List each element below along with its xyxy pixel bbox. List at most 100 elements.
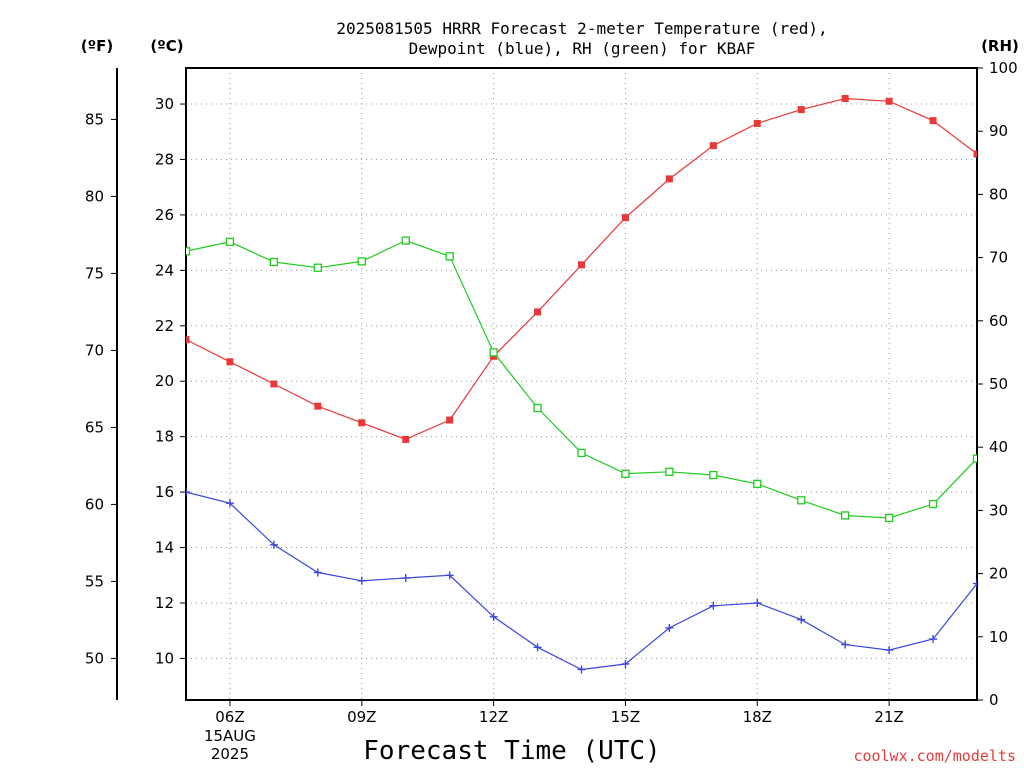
x-tick-label: 06Z [215, 708, 244, 726]
temperature-point [270, 380, 278, 388]
temperature-point [885, 97, 893, 105]
rh-point [577, 448, 586, 458]
rh-unit-label: (RH) [981, 37, 1019, 55]
data-series [186, 94, 977, 674]
temperature-point [753, 119, 761, 127]
dewpoint-line [186, 491, 977, 671]
rh-point [401, 236, 410, 245]
rh-point [225, 237, 235, 246]
temperature-point [358, 419, 366, 427]
dewpoint-point [401, 574, 410, 583]
dewpoint-point [709, 601, 718, 610]
fahrenheit-tick-label: 60 [85, 495, 104, 513]
rh-point [269, 257, 279, 267]
rh-tick-label: 90 [989, 122, 1008, 140]
temperature-point [665, 175, 673, 183]
rh-tick-label: 100 [989, 59, 1018, 77]
series-rh [186, 236, 977, 523]
x-tick-label: 21Z [874, 708, 903, 726]
plot-frame [185, 67, 978, 701]
fahrenheit-tick-label: 50 [85, 649, 104, 667]
rh-point [972, 454, 977, 463]
series-temperature [186, 94, 977, 443]
temperature-line [186, 97, 977, 441]
rh-tick-label: 0 [989, 691, 999, 709]
x-tick-label: 15Z [611, 708, 640, 726]
celsius-tick-label: 22 [155, 317, 174, 335]
dewpoint-point [269, 540, 278, 549]
fahrenheit-tick-label: 65 [85, 418, 104, 436]
fahrenheit-tick-label: 55 [85, 572, 104, 590]
celsius-tick-label: 16 [155, 483, 174, 501]
dewpoint-point [577, 665, 586, 674]
rh-point [445, 252, 454, 261]
fahrenheit-tick-label: 85 [85, 110, 104, 128]
rh-tick-label: 50 [989, 375, 1008, 393]
temperature-point [709, 142, 717, 150]
temperature-point [534, 308, 542, 316]
rh-line [186, 239, 977, 519]
celsius-tick-label: 26 [155, 206, 174, 224]
dewpoint-point [885, 646, 894, 655]
rh-point [621, 469, 630, 478]
rh-point [841, 511, 850, 520]
celsius-tick-label: 12 [155, 594, 174, 612]
temperature-point [973, 150, 977, 158]
x-date-label: 2025 [211, 745, 249, 763]
credit-text: coolwx.com/modelts [853, 747, 1016, 765]
celsius-tick-label: 20 [155, 372, 174, 390]
dewpoint-point [313, 568, 322, 577]
rh-point [797, 496, 806, 505]
x-tick-label: 09Z [347, 708, 376, 726]
rh-point [186, 247, 191, 256]
x-date-label: 15AUG [204, 727, 256, 745]
axes [111, 67, 983, 706]
dewpoint-point [489, 612, 498, 621]
celsius-tick-label: 14 [155, 539, 174, 557]
celsius-unit-label: (ºC) [150, 37, 183, 55]
series-dewpoint [186, 488, 977, 674]
rh-point [928, 499, 938, 509]
temperature-point [578, 261, 585, 269]
rh-tick-label: 70 [989, 249, 1008, 267]
x-tick-label: 18Z [743, 708, 772, 726]
dewpoint-point [533, 643, 542, 652]
grid-lines [186, 68, 977, 700]
rh-point [313, 263, 322, 272]
rh-point [533, 403, 542, 413]
celsius-tick-label: 30 [155, 95, 174, 113]
chart-title: 2025081505 HRRR Forecast 2-meter Tempera… [336, 19, 827, 58]
temperature-point [226, 358, 234, 366]
dewpoint-point [929, 635, 938, 644]
dewpoint-point [753, 598, 762, 607]
rh-point [357, 257, 366, 266]
rh-tick-label: 60 [989, 312, 1008, 330]
dewpoint-point [225, 499, 234, 508]
temperature-point [186, 336, 190, 344]
rh-point [709, 470, 718, 480]
rh-point [753, 479, 762, 489]
fahrenheit-tick-label: 70 [85, 341, 104, 359]
celsius-tick-label: 28 [155, 150, 174, 168]
dewpoint-point [357, 576, 366, 585]
rh-point [665, 467, 674, 476]
rh-tick-label: 30 [989, 501, 1008, 519]
temperature-point [446, 416, 454, 424]
dewpoint-point [665, 623, 674, 632]
rh-tick-label: 20 [989, 565, 1008, 583]
dewpoint-point [973, 579, 977, 588]
chart-title-line-1: 2025081505 HRRR Forecast 2-meter Tempera… [336, 19, 827, 38]
celsius-tick-label: 10 [155, 649, 174, 667]
rh-tick-label: 10 [989, 628, 1008, 646]
fahrenheit-tick-label: 75 [85, 264, 104, 282]
temperature-point [402, 435, 410, 443]
fahrenheit-tick-label: 80 [85, 187, 104, 205]
chart-title-line-2: Dewpoint (blue), RH (green) for KBAF [409, 39, 756, 58]
temperature-point [841, 94, 849, 102]
dewpoint-point [841, 640, 850, 649]
dewpoint-point [186, 488, 190, 497]
celsius-tick-label: 18 [155, 428, 174, 446]
rh-point [884, 513, 894, 523]
